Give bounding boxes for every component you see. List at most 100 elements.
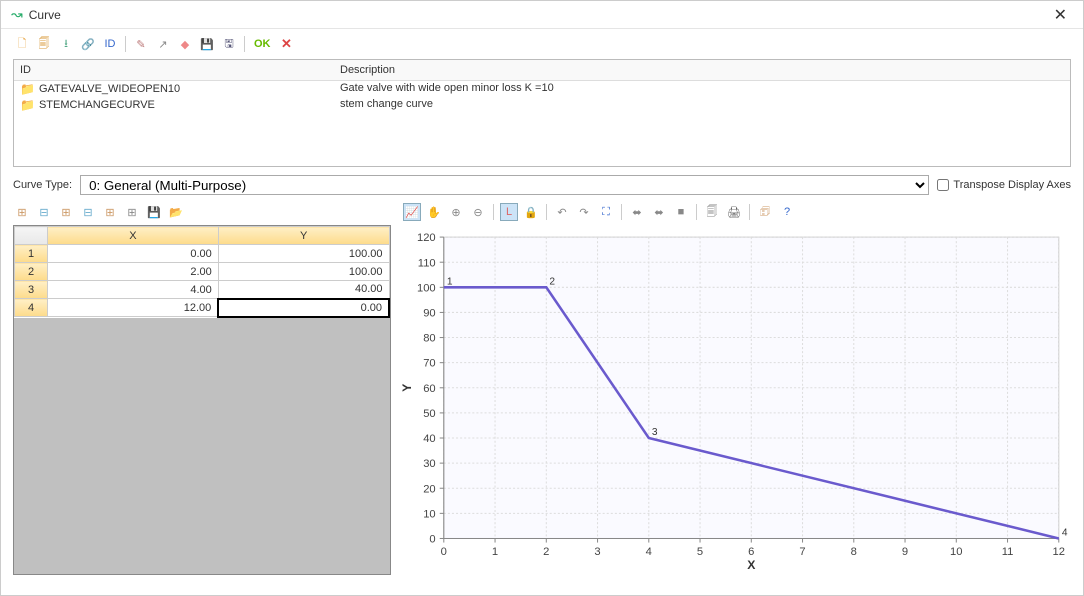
saveall-icon[interactable]: 🖫 <box>220 35 238 53</box>
list-row[interactable]: 📁STEMCHANGECURVEstem change curve <box>14 97 1070 113</box>
new-icon[interactable]: 🗋 <box>13 35 31 53</box>
list-row-desc: Gate valve with wide open minor loss K =… <box>340 82 1064 96</box>
gt2[interactable]: ⊟ <box>35 203 53 221</box>
copy-icon[interactable]: 🗐 <box>35 35 53 53</box>
svg-text:90: 90 <box>423 308 435 320</box>
svg-text:110: 110 <box>418 257 436 269</box>
ct-line[interactable]: 📈 <box>403 203 421 221</box>
gt3[interactable]: ⊞ <box>57 203 75 221</box>
grid-cell-x[interactable]: 4.00 <box>48 281 219 299</box>
ct-fit[interactable]: ⛶ <box>597 203 615 221</box>
folder-icon: 📁 <box>20 98 35 112</box>
list-row-id: GATEVALVE_WIDEOPEN10 <box>39 83 180 95</box>
grid-cell-x[interactable]: 2.00 <box>48 263 219 281</box>
id-icon[interactable]: ID <box>101 35 119 53</box>
ct-left[interactable]: ⬌ <box>628 203 646 221</box>
svg-text:0: 0 <box>441 546 447 558</box>
transpose-checkbox[interactable]: Transpose Display Axes <box>937 179 1071 191</box>
ct-print[interactable]: 🖨 <box>725 203 743 221</box>
gt5[interactable]: ⊞ <box>101 203 119 221</box>
chart-toolbar: 📈✋⊕⊖L🔒↶↷⛶⬌⬌■🗐🖨🗊? <box>403 203 796 221</box>
grid-cell-y[interactable]: 100.00 <box>218 245 389 263</box>
svg-text:9: 9 <box>902 546 908 558</box>
svg-text:Y: Y <box>400 384 414 392</box>
grid-cell-y[interactable]: 40.00 <box>218 281 389 299</box>
list-header-desc[interactable]: Description <box>334 60 1070 80</box>
svg-text:8: 8 <box>851 546 857 558</box>
gt6[interactable]: ⊞ <box>123 203 141 221</box>
titlebar: ↝ Curve ✕ <box>1 1 1083 29</box>
transpose-input[interactable] <box>937 179 949 191</box>
svg-text:4: 4 <box>1062 527 1068 538</box>
ct-copy[interactable]: 🗐 <box>703 203 721 221</box>
cancel-button[interactable]: ✕ <box>278 35 296 53</box>
folder-icon: 📁 <box>20 82 35 96</box>
svg-text:1: 1 <box>447 276 453 287</box>
svg-text:2: 2 <box>543 546 549 558</box>
svg-text:20: 20 <box>423 483 435 495</box>
svg-text:80: 80 <box>423 333 435 345</box>
gt1[interactable]: ⊞ <box>13 203 31 221</box>
ct-zoomin[interactable]: ⊕ <box>447 203 465 221</box>
ct-pan[interactable]: ✋ <box>425 203 443 221</box>
main-toolbar: 🗋🗐⭳🔗ID ✎↗◆💾🖫 OK✕ <box>1 29 1083 59</box>
grid-toolbar: ⊞⊟⊞⊟⊞⊞💾📂 <box>13 203 185 221</box>
ct-lock[interactable]: 🔒 <box>522 203 540 221</box>
gt-save[interactable]: 💾 <box>145 203 163 221</box>
transpose-label: Transpose Display Axes <box>953 179 1071 191</box>
ct-right[interactable]: ⬌ <box>650 203 668 221</box>
svg-text:120: 120 <box>417 232 436 244</box>
svg-text:7: 7 <box>799 546 805 558</box>
grid-row-header[interactable]: 4 <box>15 299 48 317</box>
svg-text:10: 10 <box>950 546 962 558</box>
chart-svg[interactable]: 0123456789101112010203040506070809010011… <box>399 225 1071 575</box>
curve-type-select[interactable]: 0: General (Multi-Purpose) <box>80 175 929 195</box>
svg-text:10: 10 <box>423 508 435 520</box>
svg-text:11: 11 <box>1002 546 1014 558</box>
ct-log[interactable]: L <box>500 203 518 221</box>
svg-text:30: 30 <box>423 458 435 470</box>
erase-icon[interactable]: ◆ <box>176 35 194 53</box>
svg-text:5: 5 <box>697 546 703 558</box>
ct-fwd[interactable]: ↷ <box>575 203 593 221</box>
ct-back[interactable]: ↶ <box>553 203 571 221</box>
grid-col-header[interactable]: Y <box>218 227 389 245</box>
curve-type-row: Curve Type: 0: General (Multi-Purpose) T… <box>1 167 1083 199</box>
list-header: ID Description <box>14 60 1070 81</box>
gt4[interactable]: ⊟ <box>79 203 97 221</box>
list-body: 📁 GATEVALVE_WIDEOPEN10 Gate valve with wid… <box>14 81 1070 113</box>
grid-row-header[interactable]: 3 <box>15 281 48 299</box>
ok-button[interactable]: OK <box>251 35 274 53</box>
svg-text:4: 4 <box>646 546 652 558</box>
gt-open[interactable]: 📂 <box>167 203 185 221</box>
ct-stop[interactable]: ■ <box>672 203 690 221</box>
data-grid[interactable]: XY10.00100.0022.00100.0034.0040.00412.00… <box>14 226 390 318</box>
curve-list-panel: ID Description 📁 GATEVALVE_WIDEOPEN10 Gate… <box>13 59 1071 167</box>
chart-wrap: 0123456789101112010203040506070809010011… <box>399 225 1071 575</box>
ct-props[interactable]: 🗊 <box>756 203 774 221</box>
list-row[interactable]: 📁 GATEVALVE_WIDEOPEN10 Gate valve with wid… <box>14 81 1070 97</box>
grid-col-header[interactable]: X <box>48 227 219 245</box>
list-row-desc: stem change curve <box>340 98 1064 112</box>
svg-text:60: 60 <box>423 383 435 395</box>
grid-cell-x[interactable]: 0.00 <box>48 245 219 263</box>
link-icon[interactable]: 🔗 <box>79 35 97 53</box>
grid-row-header[interactable]: 2 <box>15 263 48 281</box>
svg-text:6: 6 <box>748 546 754 558</box>
grid-corner[interactable] <box>15 227 48 245</box>
arrow-out-icon[interactable]: ↗ <box>154 35 172 53</box>
save-icon[interactable]: 💾 <box>198 35 216 53</box>
svg-text:100: 100 <box>417 282 436 294</box>
grid-cell-y[interactable]: 100.00 <box>218 263 389 281</box>
grid-cell-y[interactable]: 0.00 <box>218 299 389 317</box>
close-button[interactable]: ✕ <box>1048 5 1073 25</box>
svg-text:X: X <box>747 558 756 572</box>
ct-help[interactable]: ? <box>778 203 796 221</box>
import-icon[interactable]: ⭳ <box>57 35 75 53</box>
svg-text:0: 0 <box>429 534 435 546</box>
list-header-id[interactable]: ID <box>14 60 334 80</box>
ct-zoomout[interactable]: ⊖ <box>469 203 487 221</box>
edit-icon[interactable]: ✎ <box>132 35 150 53</box>
grid-cell-x[interactable]: 12.00 <box>48 299 219 317</box>
grid-row-header[interactable]: 1 <box>15 245 48 263</box>
